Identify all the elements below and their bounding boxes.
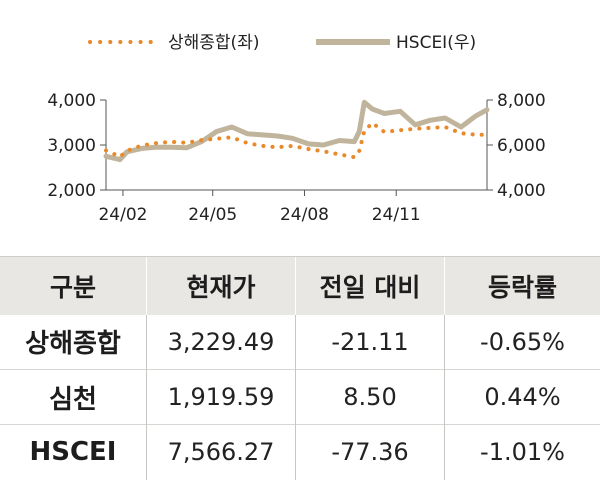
row-name: HSCEI <box>0 424 147 480</box>
header-change-rate: 등락률 <box>444 256 600 315</box>
row-current-price: 1,919.59 <box>146 369 296 425</box>
x-tick-label: 24/02 <box>98 205 147 225</box>
row-change-rate: 0.44% <box>444 369 600 425</box>
legend: 상해종합(좌) HSCEI(우) <box>88 33 476 53</box>
row-change-rate: -1.01% <box>444 424 600 480</box>
y-left-tick-label: 3,000 <box>47 136 96 156</box>
y-right-tick-label: 8,000 <box>497 91 546 111</box>
x-tick-label: 24/08 <box>280 205 329 225</box>
table-row: 심천 1,919.59 8.50 0.44% <box>0 369 600 425</box>
series-line-shanghai <box>104 121 489 160</box>
row-change-rate: -0.65% <box>444 314 600 370</box>
chart-area: 상해종합(좌) HSCEI(우) 2,000 3,000 4,000 4,000 6,0… <box>47 33 545 225</box>
ticks: 2,000 3,000 4,000 4,000 6,000 8,000 24/02 24/05… <box>47 91 545 225</box>
legend-label-hscei: HSCEI(우) <box>396 33 476 53</box>
x-tick-label: 24/05 <box>188 205 237 225</box>
table-row: 상해종합 3,229.49 -21.11 -0.65% <box>0 314 600 370</box>
y-right-tick-label: 6,000 <box>497 136 546 156</box>
row-change: 8.50 <box>295 369 445 425</box>
header-category: 구분 <box>0 256 147 315</box>
row-current-price: 3,229.49 <box>146 314 296 370</box>
row-name: 상해종합 <box>25 329 121 360</box>
legend-label-shanghai: 상해종합(좌) <box>168 33 259 53</box>
header-change: 전일 대비 <box>295 256 445 315</box>
row-change: -21.11 <box>295 314 445 370</box>
line-chart: 상해종합(좌) HSCEI(우) 2,000 3,000 4,000 4,000 6,0… <box>47 33 545 225</box>
row-name: 심천 <box>0 369 147 425</box>
row-change: -77.36 <box>295 424 445 480</box>
series-line-hscei <box>103 99 490 163</box>
y-left-tick-label: 4,000 <box>47 91 96 111</box>
y-left-tick-label: 2,000 <box>47 181 96 201</box>
y-right-tick-label: 4,000 <box>497 181 546 201</box>
series-group <box>103 99 490 163</box>
table-header-row: 구분 현재가 전일 대비 등락률 <box>0 256 600 315</box>
header-current-price: 현재가 <box>146 256 296 315</box>
x-tick-label: 24/11 <box>372 205 421 225</box>
table-row: HSCEI 7,566.27 -77.36 -1.01% <box>0 424 600 480</box>
row-current-price: 7,566.27 <box>146 424 296 480</box>
index-table: 구분 현재가 전일 대비 등락률 상해종합 3,229.49 -21.11 -0… <box>0 256 600 480</box>
